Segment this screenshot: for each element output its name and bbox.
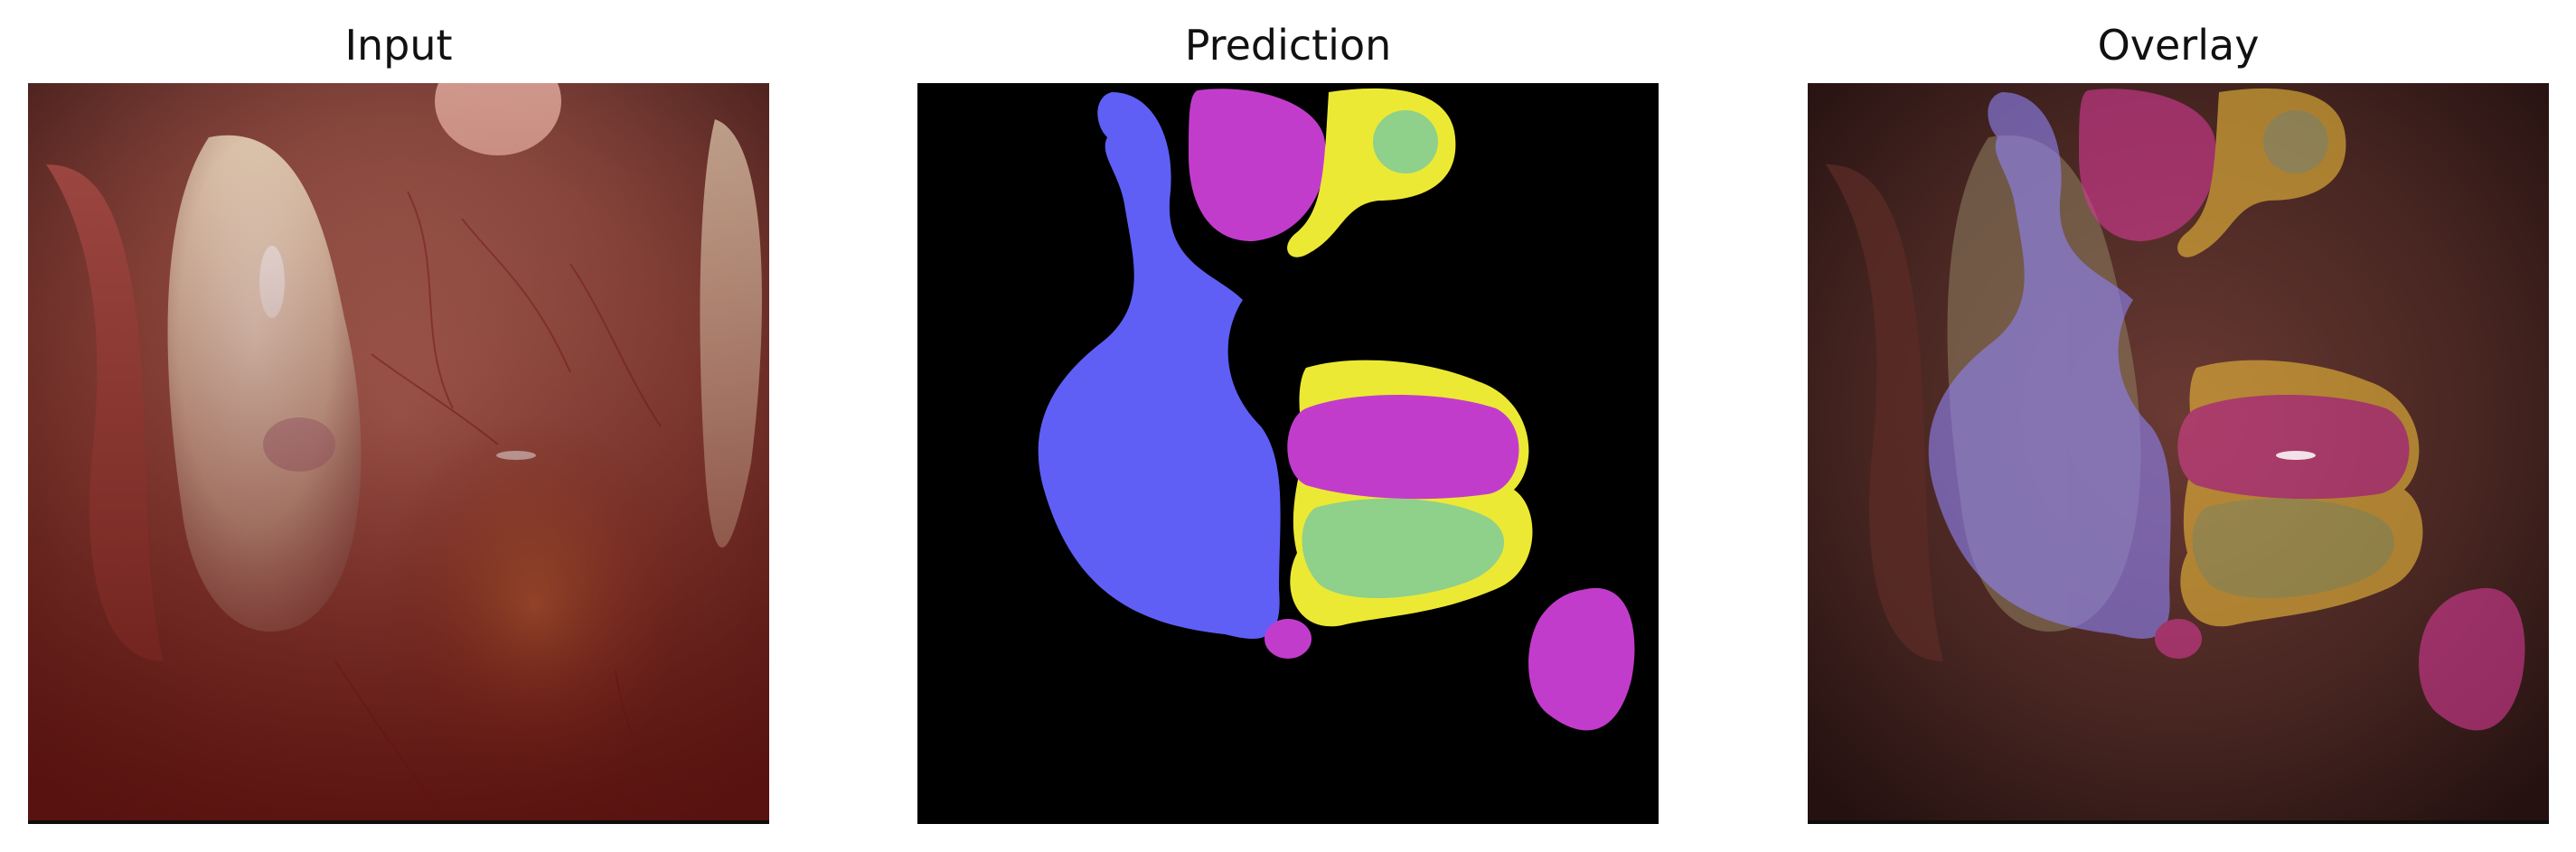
overlay-image-svg bbox=[1808, 83, 2549, 824]
prediction-mask bbox=[917, 83, 1659, 824]
prediction-mask-svg bbox=[917, 83, 1659, 824]
overlay-image bbox=[1808, 83, 2549, 824]
prediction-title: Prediction bbox=[1184, 21, 1392, 70]
input-panel: Input bbox=[28, 0, 769, 852]
overlay-panel: Overlay bbox=[1808, 0, 2549, 852]
magenta-segment-middle bbox=[1287, 395, 1519, 500]
input-title: Input bbox=[344, 21, 453, 70]
input-image-svg bbox=[28, 83, 769, 824]
blue-segment bbox=[1038, 92, 1281, 639]
magenta-segment-top bbox=[1189, 89, 1326, 241]
green-segment-top bbox=[1373, 110, 1438, 173]
green-segment-middle bbox=[1302, 498, 1505, 598]
magenta-segment-small bbox=[1264, 619, 1312, 659]
input-image bbox=[28, 83, 769, 824]
prediction-panel: Prediction bbox=[917, 0, 1659, 852]
overlay-title: Overlay bbox=[2097, 21, 2260, 70]
magenta-segment-right bbox=[1528, 587, 1635, 731]
